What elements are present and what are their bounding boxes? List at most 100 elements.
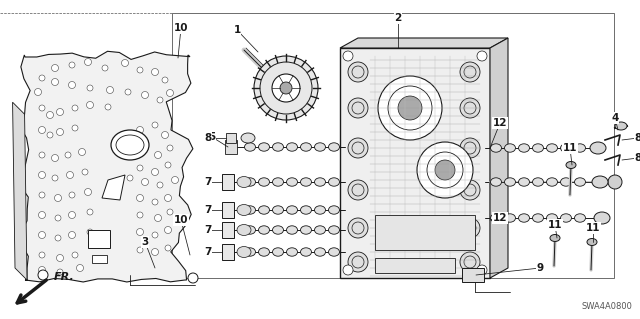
Circle shape — [87, 85, 93, 91]
Circle shape — [378, 76, 442, 140]
Ellipse shape — [575, 144, 586, 152]
Ellipse shape — [273, 248, 284, 256]
Circle shape — [460, 252, 480, 272]
Circle shape — [72, 105, 78, 111]
Circle shape — [77, 264, 83, 271]
Circle shape — [142, 145, 148, 151]
Polygon shape — [340, 38, 508, 48]
Ellipse shape — [301, 206, 312, 214]
Text: 7: 7 — [204, 205, 212, 215]
Circle shape — [38, 127, 45, 133]
Circle shape — [38, 270, 48, 280]
Ellipse shape — [244, 248, 255, 256]
Ellipse shape — [237, 225, 251, 235]
Bar — [172, 13, 614, 278]
Ellipse shape — [518, 144, 529, 152]
Text: FR.: FR. — [54, 272, 75, 282]
Circle shape — [72, 252, 78, 258]
Ellipse shape — [301, 248, 312, 256]
Ellipse shape — [273, 143, 284, 151]
Circle shape — [272, 74, 300, 102]
Circle shape — [82, 169, 88, 175]
Ellipse shape — [547, 144, 557, 152]
Circle shape — [79, 149, 86, 155]
Circle shape — [154, 152, 161, 159]
Ellipse shape — [301, 178, 312, 186]
Circle shape — [127, 142, 134, 149]
Polygon shape — [102, 175, 125, 200]
Ellipse shape — [287, 226, 298, 234]
Circle shape — [51, 154, 58, 161]
Ellipse shape — [615, 122, 627, 130]
Ellipse shape — [532, 214, 543, 222]
Text: 3: 3 — [141, 237, 148, 247]
Circle shape — [106, 86, 113, 93]
Circle shape — [65, 152, 71, 158]
Ellipse shape — [587, 239, 597, 246]
Ellipse shape — [273, 178, 284, 186]
Text: 10: 10 — [173, 215, 188, 225]
Ellipse shape — [547, 178, 557, 186]
Ellipse shape — [237, 176, 251, 188]
Circle shape — [86, 101, 93, 108]
Ellipse shape — [116, 135, 144, 155]
Circle shape — [122, 60, 129, 66]
Circle shape — [165, 245, 171, 251]
Circle shape — [152, 69, 159, 76]
Circle shape — [152, 122, 158, 128]
Ellipse shape — [244, 226, 255, 234]
Text: 10: 10 — [173, 23, 188, 33]
Circle shape — [68, 81, 76, 88]
Circle shape — [136, 127, 143, 133]
Text: 8: 8 — [634, 153, 640, 163]
Ellipse shape — [314, 178, 326, 186]
Ellipse shape — [314, 206, 326, 214]
Circle shape — [157, 97, 163, 103]
Ellipse shape — [259, 206, 269, 214]
Circle shape — [137, 247, 143, 253]
Circle shape — [343, 51, 353, 61]
Circle shape — [477, 265, 487, 275]
Circle shape — [84, 189, 92, 196]
Circle shape — [52, 175, 58, 181]
Text: 11: 11 — [586, 223, 600, 233]
Circle shape — [164, 226, 172, 234]
Circle shape — [280, 82, 292, 94]
Ellipse shape — [287, 143, 298, 151]
Circle shape — [348, 98, 368, 118]
Circle shape — [162, 77, 168, 83]
Circle shape — [47, 132, 53, 138]
Bar — [375, 258, 455, 273]
Circle shape — [152, 168, 159, 175]
Text: 9: 9 — [536, 263, 543, 273]
Circle shape — [152, 249, 159, 256]
Text: 11: 11 — [548, 220, 563, 230]
Ellipse shape — [244, 143, 255, 151]
Bar — [92, 255, 107, 263]
Ellipse shape — [244, 206, 255, 214]
Circle shape — [161, 131, 168, 138]
Circle shape — [39, 252, 45, 258]
Circle shape — [188, 273, 198, 283]
Ellipse shape — [518, 214, 529, 222]
Ellipse shape — [592, 176, 608, 188]
Ellipse shape — [237, 204, 251, 216]
Ellipse shape — [287, 248, 298, 256]
Circle shape — [137, 67, 143, 73]
Circle shape — [417, 142, 473, 198]
Circle shape — [348, 180, 368, 200]
Circle shape — [69, 192, 75, 198]
Ellipse shape — [547, 214, 557, 222]
Circle shape — [35, 88, 42, 95]
Circle shape — [68, 232, 76, 239]
Text: 4: 4 — [611, 113, 619, 123]
Ellipse shape — [111, 130, 149, 160]
Text: 2: 2 — [394, 13, 402, 23]
Circle shape — [157, 182, 163, 188]
Text: 12: 12 — [493, 213, 508, 223]
Circle shape — [137, 212, 143, 218]
Circle shape — [608, 175, 622, 189]
Circle shape — [38, 232, 45, 239]
Circle shape — [55, 235, 61, 241]
Circle shape — [154, 214, 161, 221]
